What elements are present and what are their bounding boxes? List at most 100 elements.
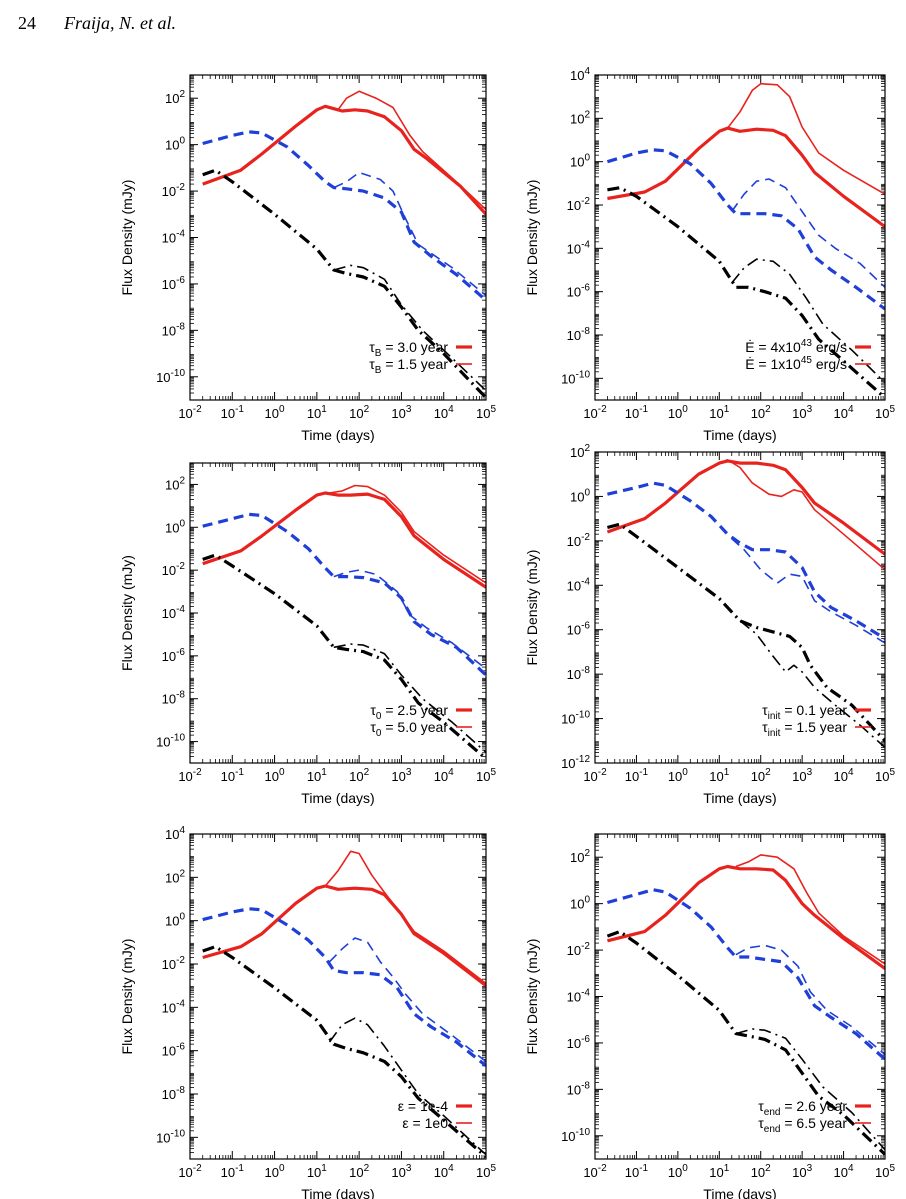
chart-panel-1: 10-2 10-1 100 101 102 103 104 105 10-10 10-8 10-6 1… <box>119 74 496 443</box>
plot-frame <box>594 74 886 401</box>
series-blue-dashed-thick <box>202 512 486 677</box>
series-blue-dashed-thick <box>202 907 486 1068</box>
x-axis-label: Time (days) <box>301 1186 374 1199</box>
y-tick-label: 10-6 <box>162 275 186 292</box>
series-black-dashdot-thick <box>202 945 486 1159</box>
series-red-solid-thick <box>607 864 885 970</box>
legend-entry-label: Ė = 4x1043 erg/s <box>745 338 847 355</box>
y-tick-label: 10-8 <box>162 690 186 707</box>
x-tick-label: 10-2 <box>178 404 202 421</box>
x-tick-label: 105 <box>476 404 496 421</box>
x-tick-label: 100 <box>265 404 285 421</box>
x-tick-label: 105 <box>476 1163 496 1180</box>
series-red-solid-thin <box>726 82 885 195</box>
plot-frame <box>189 462 487 764</box>
y-axis-label: Flux Density (mJy) <box>524 939 540 1055</box>
y-tick-label: 10-4 <box>162 604 186 621</box>
series-red-solid-thin <box>329 90 486 211</box>
x-tick-label: 103 <box>792 404 812 421</box>
x-tick-label: 105 <box>875 404 895 421</box>
y-tick-label: 10-4 <box>567 576 591 593</box>
y-tick-label: 10-4 <box>162 998 186 1015</box>
legend-entry-label: τinit = 0.1 year <box>762 702 847 722</box>
series-black-dashdot-thin <box>739 620 885 749</box>
x-tick-label: 101 <box>709 404 729 421</box>
y-tick-label: 10-2 <box>162 955 186 972</box>
x-tick-label: 102 <box>349 767 369 784</box>
chart-panel-6: 10-2 10-1 100 101 102 103 104 105 10-10 10-8 10-6 1… <box>524 833 895 1199</box>
x-axis-label: Time (days) <box>703 427 776 443</box>
y-axis-label: Flux Density (mJy) <box>524 550 540 666</box>
y-tick-label: 102 <box>165 475 185 492</box>
plot-frame <box>594 833 886 1160</box>
x-tick-label: 105 <box>875 1163 895 1180</box>
series-black-dashdot-thin <box>328 1017 486 1156</box>
x-axis-label: Time (days) <box>703 1186 776 1199</box>
y-axis-label: Flux Density (mJy) <box>119 180 135 296</box>
y-tick-label: 104 <box>570 66 590 83</box>
series-black-dashdot-thin <box>333 643 486 753</box>
series-black-dashdot-thin <box>333 264 486 392</box>
legend-entry-label: ε = 1e0 <box>402 1115 448 1131</box>
y-tick-label: 10-2 <box>162 561 186 578</box>
y-tick-label: 10-2 <box>567 196 591 213</box>
x-tick-label: 10-2 <box>583 1163 607 1180</box>
y-tick-label: 100 <box>165 136 185 153</box>
y-tick-label: 100 <box>165 518 185 535</box>
x-tick-label: 10-2 <box>178 767 202 784</box>
y-tick-label: 10-10 <box>156 368 185 385</box>
x-tick-label: 104 <box>434 767 454 784</box>
y-tick-label: 102 <box>570 848 590 865</box>
x-tick-label: 103 <box>792 1163 812 1180</box>
y-tick-label: 10-8 <box>567 326 591 343</box>
x-tick-label: 10-2 <box>583 767 607 784</box>
series-black-dashdot-thin <box>731 258 885 384</box>
series-black-dashdot-thick <box>606 522 885 742</box>
y-tick-label: 10-8 <box>567 665 591 682</box>
x-tick-label: 104 <box>834 404 854 421</box>
x-tick-label: 104 <box>834 767 854 784</box>
x-tick-label: 10-1 <box>221 404 245 421</box>
y-tick-label: 10-6 <box>567 283 591 300</box>
series-black-dashdot-thick <box>202 553 486 760</box>
x-tick-label: 101 <box>709 767 729 784</box>
legend-entry-label: Ė = 1x1045 erg/s <box>745 355 847 372</box>
x-tick-label: 103 <box>391 1163 411 1180</box>
x-tick-label: 104 <box>434 1163 454 1180</box>
series-red-solid-thick <box>202 104 486 216</box>
series-black-dashdot-thin <box>735 1028 885 1151</box>
series-black-dashdot-thick <box>202 168 486 399</box>
legend-entry-label: τB = 3.0 year <box>369 339 448 359</box>
series-blue-dashed-thin <box>735 944 885 1056</box>
legend-entry-label: ε = 1e-4 <box>398 1098 448 1114</box>
plot-frame <box>189 74 487 401</box>
x-tick-label: 101 <box>307 1163 327 1180</box>
series-black-dashdot-thick <box>606 929 885 1156</box>
legend-entry-label: τend = 6.5 year <box>758 1115 847 1135</box>
series-blue-dashed-thick <box>606 148 885 311</box>
series-blue-dashed-thick <box>607 481 885 640</box>
y-tick-label: 100 <box>165 912 185 929</box>
x-tick-label: 101 <box>307 404 327 421</box>
series-red-solid-thin <box>329 484 486 584</box>
series-blue-dashed-thick <box>202 130 486 302</box>
y-tick-label: 10-8 <box>162 1085 186 1102</box>
series-blue-dashed-thin <box>333 171 486 297</box>
x-tick-label: 10-2 <box>178 1163 202 1180</box>
y-tick-label: 10-4 <box>162 229 186 246</box>
chart-panel-3: 10-2 10-1 100 101 102 103 104 105 10-10 10-8 10-6 1… <box>119 462 496 806</box>
x-axis-label: Time (days) <box>301 427 374 443</box>
x-tick-label: 105 <box>476 767 496 784</box>
series-blue-dashed-thin <box>731 538 885 644</box>
x-tick-label: 10-1 <box>221 767 245 784</box>
x-tick-label: 100 <box>668 404 688 421</box>
y-tick-label: 104 <box>165 825 185 842</box>
chart-panel-4: 10-2 10-1 100 101 102 103 104 105 10-12 10-10 10-8… <box>524 443 895 806</box>
series-red-solid-thick <box>202 491 486 589</box>
x-axis-label: Time (days) <box>301 790 374 806</box>
series-blue-dashed-thin <box>731 178 885 288</box>
chart-panel-2: 10-2 10-1 100 101 102 103 104 105 10-10 10-8 10-6 1… <box>524 66 895 443</box>
x-tick-label: 10-1 <box>221 1163 245 1180</box>
series-blue-dashed-thin <box>333 569 486 670</box>
series-red-solid-thin <box>719 458 885 571</box>
